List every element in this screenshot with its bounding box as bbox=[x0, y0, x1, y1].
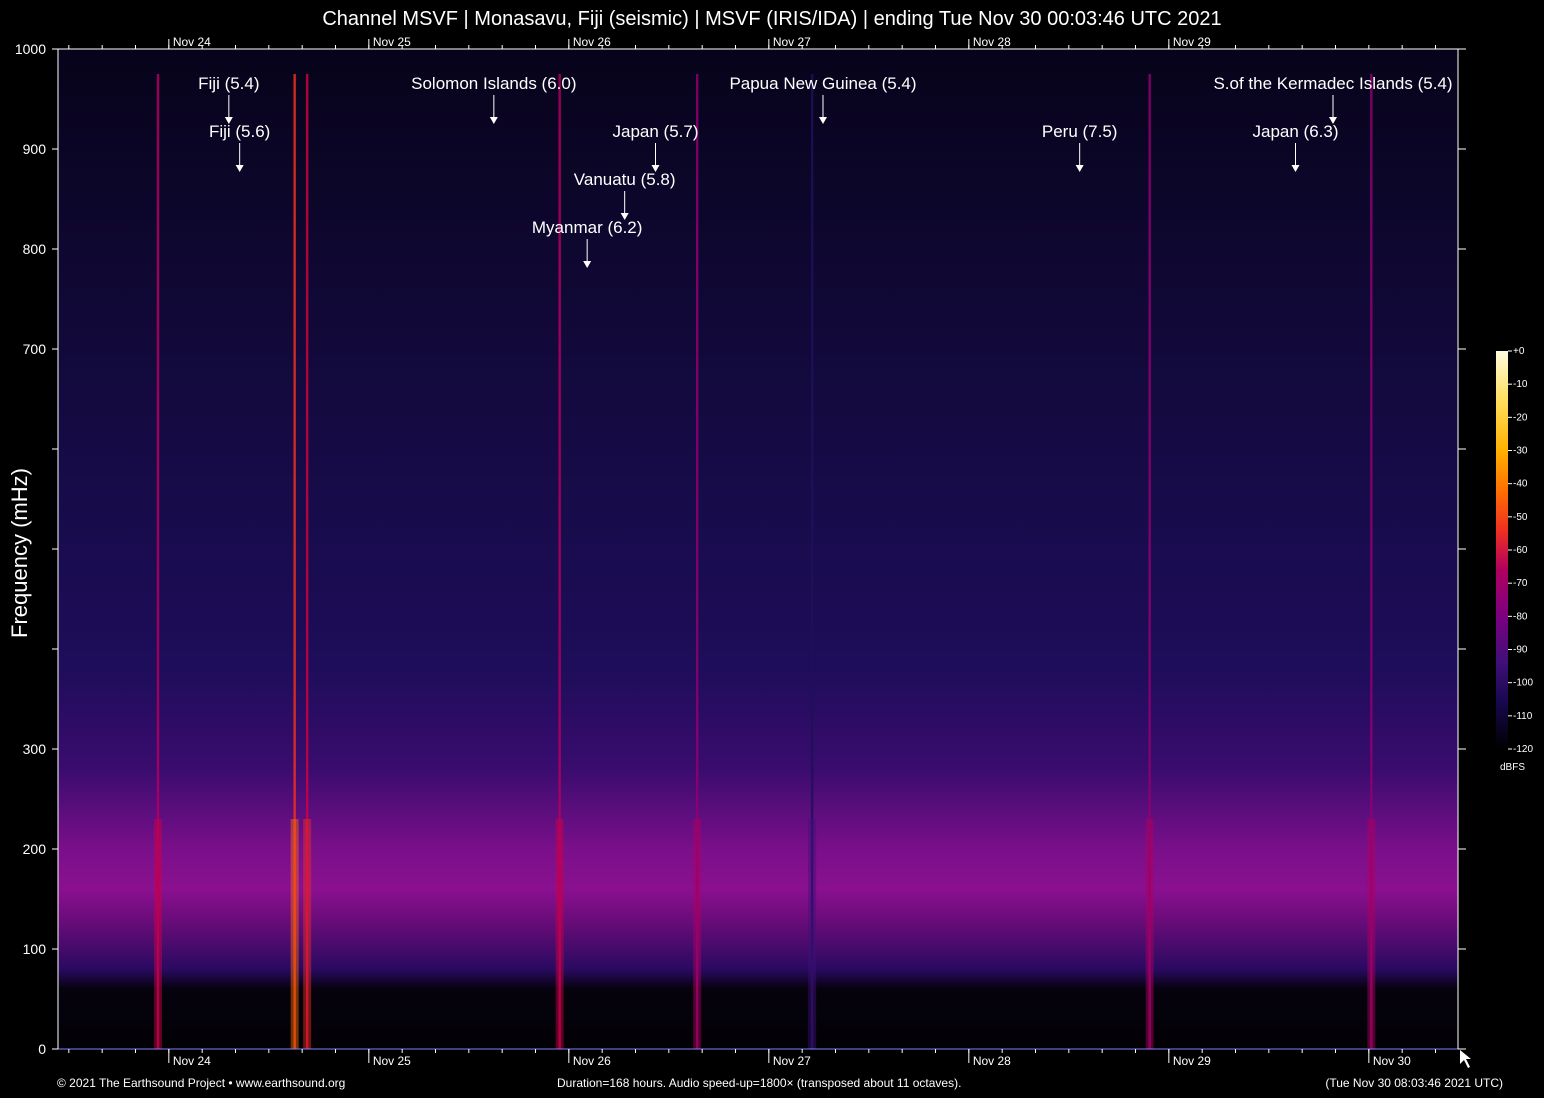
streak-low-2 bbox=[303, 819, 312, 1049]
streak-low-4 bbox=[693, 819, 702, 1049]
streak-low-6 bbox=[1145, 819, 1154, 1049]
x-tick-label-top: Nov 25 bbox=[373, 35, 411, 49]
streak-3 bbox=[558, 74, 561, 1049]
x-tick-label-top: Nov 24 bbox=[173, 35, 211, 49]
y-tick-label: 0 bbox=[38, 1041, 46, 1057]
cursor-arrow-icon bbox=[1460, 1050, 1471, 1068]
x-tick-label-bottom: Nov 28 bbox=[973, 1054, 1011, 1068]
colorbar-tick-label: -120 bbox=[1513, 744, 1533, 755]
event-arrow-head bbox=[1291, 165, 1300, 172]
y-tick-label: 100 bbox=[23, 941, 47, 957]
x-tick-label-bottom: Nov 29 bbox=[1173, 1054, 1211, 1068]
colorbar-tick-label: -10 bbox=[1513, 379, 1528, 390]
colorbar-gradient bbox=[1496, 351, 1508, 749]
colorbar-tick-label: -30 bbox=[1513, 446, 1528, 457]
streak-low-0 bbox=[154, 819, 162, 1049]
chart-title: Channel MSVF | Monasavu, Fiji (seismic) … bbox=[322, 8, 1222, 30]
x-axis-ticks: Nov 24 Nov 25 Nov 26 Nov 27 Nov 28 Nov 29 Nov … bbox=[68, 35, 1436, 1068]
streak-6 bbox=[1148, 74, 1151, 1049]
y-tick-label: 200 bbox=[23, 841, 47, 857]
y-tick-label: 700 bbox=[23, 341, 47, 357]
y-tick-label: 300 bbox=[23, 741, 47, 757]
streak-4 bbox=[695, 74, 699, 1049]
event-arrow-head bbox=[651, 165, 660, 172]
footer-timestamp: (Tue Nov 30 08:03:46 2021 UTC) bbox=[1325, 1076, 1503, 1090]
x-tick-label-bottom: Nov 24 bbox=[173, 1054, 211, 1068]
streak-5 bbox=[810, 74, 814, 1049]
event-arrow-head bbox=[224, 117, 233, 124]
x-tick-label-top: Nov 27 bbox=[773, 35, 811, 49]
colorbar-tick-label: -50 bbox=[1513, 512, 1528, 523]
event-arrow-head bbox=[819, 117, 827, 124]
x-tick-label-bottom: Nov 30 bbox=[1373, 1054, 1411, 1068]
footer-duration: Duration=168 hours. Audio speed-up=1800×… bbox=[557, 1076, 962, 1090]
x-tick-label-bottom: Nov 25 bbox=[373, 1054, 411, 1068]
y-tick-label: 800 bbox=[23, 241, 47, 257]
colorbar-tick-label: +0 bbox=[1513, 346, 1525, 357]
event-label: Myanmar (6.2) bbox=[532, 218, 643, 237]
colorbar-tick-label: -40 bbox=[1513, 479, 1528, 490]
streak-1 bbox=[293, 74, 296, 1049]
streak-low-1 bbox=[290, 819, 299, 1049]
x-tick-label-top: Nov 26 bbox=[573, 35, 611, 49]
y-axis-ticks: 0 100 200 300 700 800 900 1000 bbox=[15, 41, 1466, 1057]
x-tick-label-top: Nov 29 bbox=[1173, 35, 1211, 49]
streak-7 bbox=[1370, 74, 1373, 1049]
event-label: Solomon Islands (6.0) bbox=[411, 74, 576, 93]
x-tick-label-bottom: Nov 27 bbox=[773, 1054, 811, 1068]
streak-low-3 bbox=[555, 819, 564, 1049]
colorbar-tick-label: -20 bbox=[1513, 412, 1528, 423]
x-tick-label-top: Nov 28 bbox=[973, 35, 1011, 49]
streak-low-7 bbox=[1367, 819, 1376, 1049]
streak-low-5 bbox=[808, 819, 817, 1049]
event-arrow-head bbox=[1329, 117, 1337, 124]
event-label: Japan (6.3) bbox=[1253, 122, 1339, 141]
event-arrow-head bbox=[489, 117, 498, 124]
event-arrow-head bbox=[583, 261, 592, 268]
footer-copyright: © 2021 The Earthsound Project • www.eart… bbox=[57, 1076, 346, 1090]
y-tick-label: 900 bbox=[23, 141, 47, 157]
colorbar-unit: dBFS bbox=[1500, 762, 1526, 773]
event-arrow-head bbox=[235, 165, 244, 172]
event-arrow-head bbox=[1075, 165, 1084, 172]
colorbar-tick-label: -100 bbox=[1513, 678, 1533, 689]
event-label: Fiji (5.4) bbox=[198, 74, 259, 93]
streak-2 bbox=[305, 74, 309, 1049]
event-label: Japan (5.7) bbox=[613, 122, 699, 141]
event-label: S.of the Kermadec Islands (5.4) bbox=[1213, 74, 1452, 93]
event-label: Papua New Guinea (5.4) bbox=[729, 74, 916, 93]
event-annotations: Fiji (5.4) Fiji (5.6) Solomon Islands (6.0… bbox=[198, 74, 1453, 268]
event-arrow-head bbox=[620, 213, 629, 220]
colorbar-tick-label: -80 bbox=[1513, 611, 1528, 622]
colorbar-tick-label: -70 bbox=[1513, 578, 1528, 589]
event-label: Peru (7.5) bbox=[1042, 122, 1118, 141]
event-label: Vanuatu (5.8) bbox=[574, 170, 676, 189]
y-tick-label: 1000 bbox=[15, 41, 46, 57]
streak-0 bbox=[156, 74, 160, 1049]
colorbar: +0 -10 -20 -30 -40 -50 -60 -70 -80 -90 -100 -110 -12… bbox=[1496, 346, 1533, 755]
event-label: Fiji (5.6) bbox=[209, 122, 270, 141]
x-tick-label-bottom: Nov 26 bbox=[573, 1054, 611, 1068]
colorbar-tick-label: -110 bbox=[1513, 711, 1533, 722]
event-streaks bbox=[154, 74, 1376, 1049]
colorbar-tick-label: -90 bbox=[1513, 645, 1528, 656]
spectrogram-background bbox=[58, 49, 1458, 1049]
colorbar-tick-label: -60 bbox=[1513, 545, 1528, 556]
